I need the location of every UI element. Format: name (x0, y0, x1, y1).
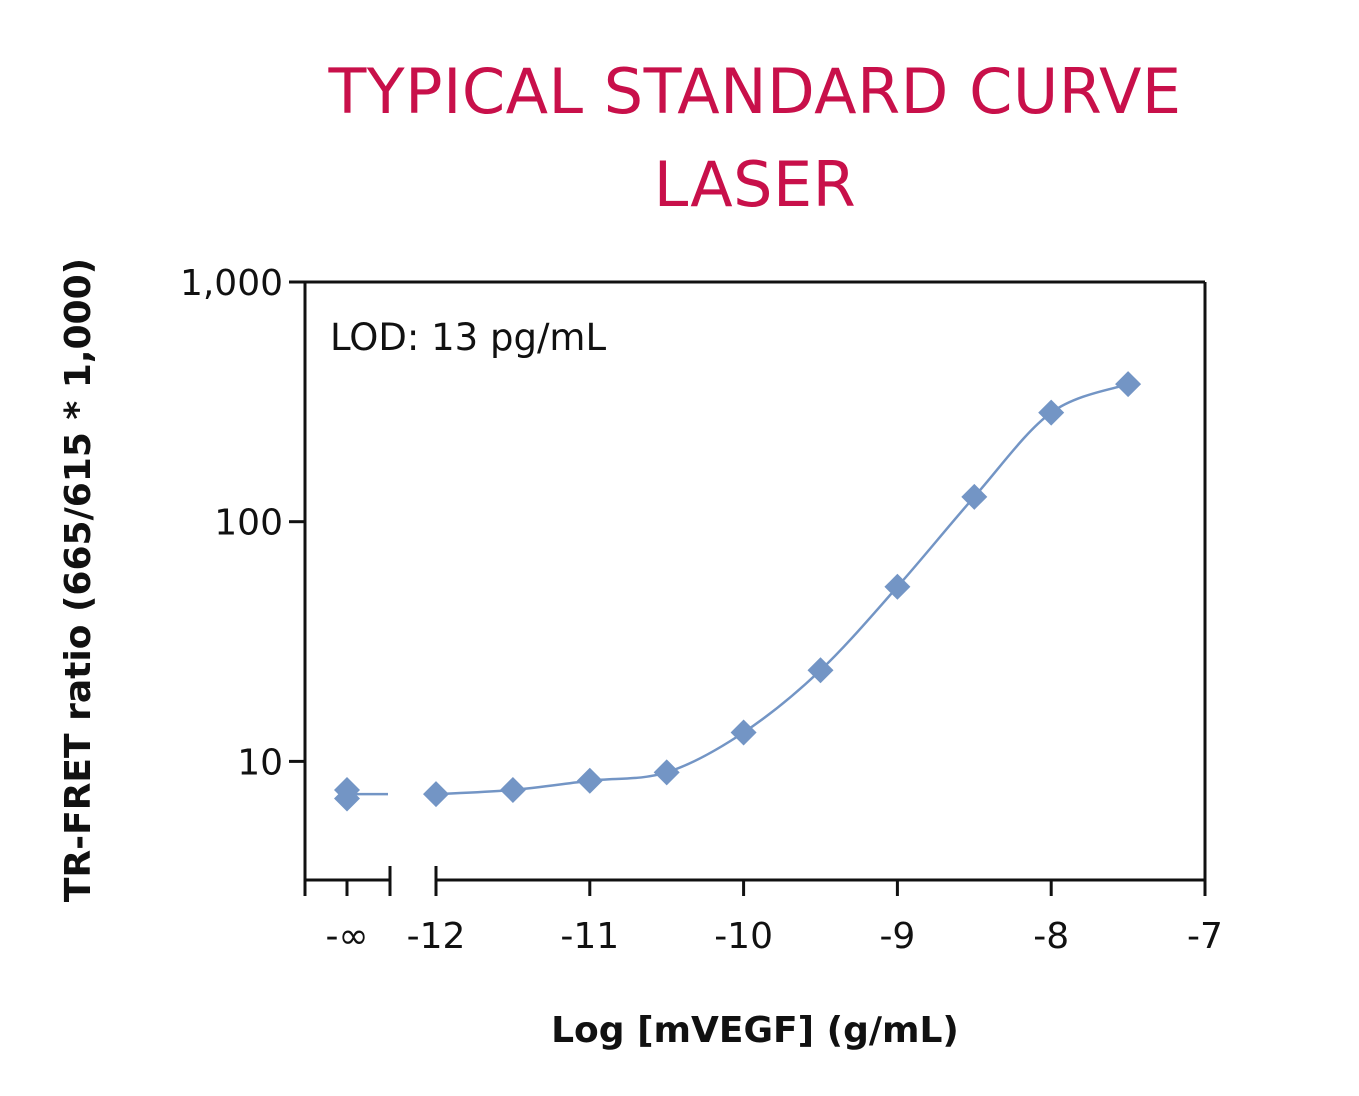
y-axis-label: TR-FRET ratio (665/615 * 1,000) (58, 258, 99, 902)
data-point (961, 483, 988, 510)
x-tick-label: -10 (714, 916, 773, 957)
y-axis: 1,000 100 10 (180, 263, 305, 783)
x-tick-label: -7 (1187, 916, 1223, 957)
data-point (884, 573, 911, 600)
data-point (807, 657, 834, 684)
plot-frame (303, 280, 1207, 880)
y-tick-label: 100 (214, 503, 283, 544)
x-tick-label: -9 (879, 916, 915, 957)
x-axis: -∞ -12 -11 -10 -9 -8 -7 (303, 866, 1223, 957)
x-tick-label: -8 (1033, 916, 1069, 957)
data-point (1115, 371, 1142, 398)
data-points (334, 371, 1142, 812)
data-point (730, 719, 757, 746)
x-tick-label: -∞ (326, 916, 369, 957)
data-point (423, 781, 449, 808)
x-axis-label: Log [mVEGF] (g/mL) (551, 1010, 959, 1051)
chart-subtitle: LASER (653, 148, 857, 221)
x-tick-label: -11 (560, 916, 619, 957)
y-tick-label: 10 (237, 742, 283, 783)
data-point (653, 759, 680, 786)
data-point (334, 785, 360, 812)
fit-curve-line (435, 382, 1129, 796)
chart-title: TYPICAL STANDARD CURVE (328, 55, 1182, 128)
data-point (1038, 399, 1065, 426)
data-point (499, 776, 526, 803)
lod-annotation: LOD: 13 pg/mL (330, 316, 606, 359)
data-point (576, 767, 603, 794)
y-tick-label: 1,000 (180, 263, 283, 304)
x-tick-label: -12 (407, 916, 466, 957)
